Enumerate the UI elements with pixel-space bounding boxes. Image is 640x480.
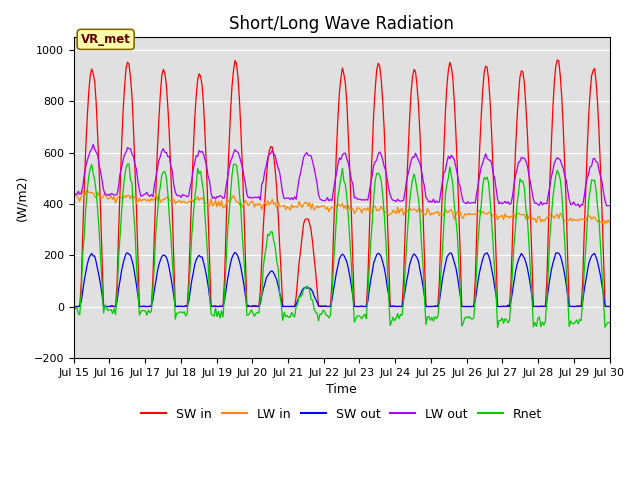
Line: Rnet: Rnet <box>74 164 609 327</box>
LW in <box>577 216 585 222</box>
Rnet <box>493 324 501 330</box>
SW out <box>249 303 257 309</box>
Line: LW in: LW in <box>74 190 609 225</box>
LW out <box>231 147 239 153</box>
Rnet <box>231 161 239 167</box>
LW out <box>90 142 97 147</box>
SW out <box>136 304 143 310</box>
LW in <box>70 194 77 200</box>
SW in <box>136 304 143 310</box>
LW out <box>605 203 613 208</box>
Rnet <box>249 310 257 315</box>
LW in <box>306 200 314 205</box>
SW in <box>554 57 561 63</box>
SW in <box>257 288 264 294</box>
LW out <box>70 191 77 197</box>
LW out <box>576 204 584 210</box>
LW out <box>249 195 257 201</box>
LW in <box>137 198 145 204</box>
SW in <box>605 304 613 310</box>
LW out <box>579 202 586 208</box>
Title: Short/Long Wave Radiation: Short/Long Wave Radiation <box>229 15 454 33</box>
SW out <box>605 304 613 310</box>
SW out <box>70 304 77 310</box>
LW in <box>605 220 613 226</box>
SW in <box>230 68 237 74</box>
LW out <box>258 181 266 187</box>
SW out <box>231 250 239 255</box>
LW in <box>83 187 91 193</box>
SW in <box>248 304 255 310</box>
SW in <box>70 304 77 310</box>
LW in <box>600 222 607 228</box>
Rnet <box>136 312 143 318</box>
Rnet <box>230 162 237 168</box>
LW out <box>306 153 314 158</box>
SW in <box>577 304 585 310</box>
Line: SW out: SW out <box>74 252 609 307</box>
SW out <box>258 292 266 298</box>
SW out <box>577 304 585 310</box>
Rnet <box>306 287 314 292</box>
SW out <box>230 252 237 257</box>
LW in <box>231 196 239 202</box>
SW in <box>304 216 312 222</box>
Legend: SW in, LW in, SW out, LW out, Rnet: SW in, LW in, SW out, LW out, Rnet <box>136 403 547 425</box>
Rnet <box>579 300 586 305</box>
Rnet <box>70 308 77 313</box>
Text: VR_met: VR_met <box>81 33 131 46</box>
Y-axis label: (W/m2): (W/m2) <box>15 174 28 221</box>
SW out <box>306 285 314 291</box>
Line: SW in: SW in <box>74 60 609 307</box>
LW in <box>258 207 266 213</box>
Rnet <box>258 292 266 298</box>
Rnet <box>605 320 613 325</box>
X-axis label: Time: Time <box>326 383 357 396</box>
LW in <box>249 199 257 204</box>
LW out <box>137 193 145 199</box>
Line: LW out: LW out <box>74 144 609 207</box>
